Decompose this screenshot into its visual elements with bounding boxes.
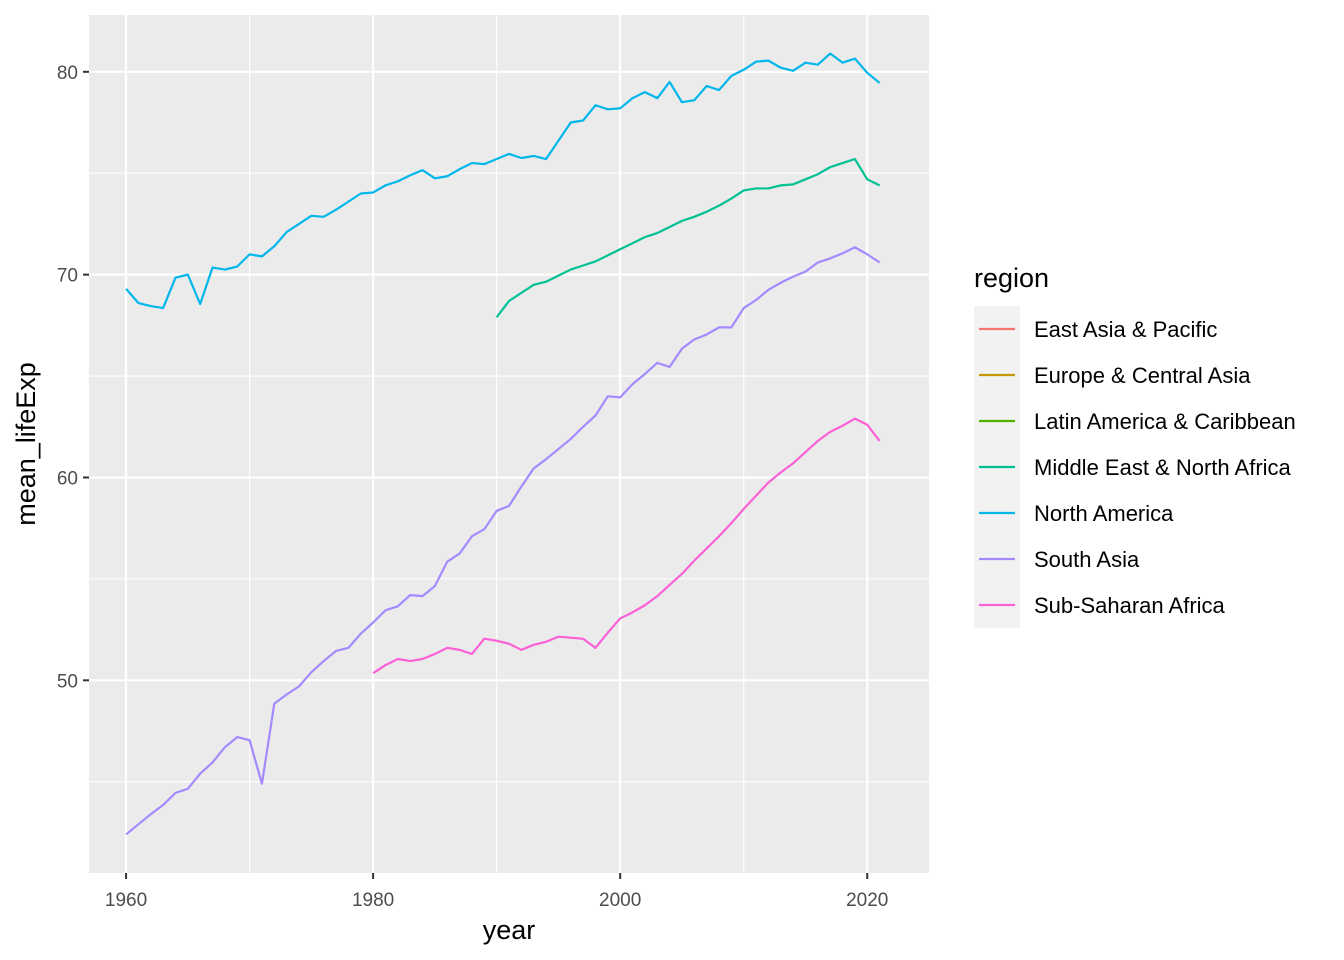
legend-label-europe-central-asia: Europe & Central Asia (1034, 363, 1251, 388)
y-axis-title: mean_lifeExp (11, 362, 41, 526)
legend: East Asia & Pacific Europe & Central Asia… (979, 317, 1296, 618)
legend-label-north-america: North America (1034, 501, 1174, 526)
y-axis: 50 60 70 80 (57, 63, 89, 692)
series-line-sub-saharan-africa (372, 417, 881, 675)
legend-label-south-asia: South Asia (1034, 547, 1140, 572)
legend-label-latin-america-caribbean: Latin America & Caribbean (1034, 409, 1296, 434)
series-lines (125, 52, 881, 836)
legend-label-east-asia-pacific: East Asia & Pacific (1034, 317, 1217, 342)
series-line-middle-east-north-africa (495, 157, 881, 318)
x-tick-label: 2020 (846, 890, 888, 911)
legend-label-sub-saharan-africa: Sub-Saharan Africa (1034, 593, 1226, 618)
series-line-south-asia (125, 246, 881, 836)
legend-title: region (974, 263, 1049, 293)
y-tick-label: 70 (57, 266, 78, 287)
x-axis: 1960 1980 2000 2020 (105, 873, 888, 911)
y-tick-label: 50 (57, 671, 78, 692)
panel-background (89, 15, 929, 873)
x-tick-label: 1980 (352, 890, 394, 911)
x-tick-label: 1960 (105, 890, 147, 911)
series-line-north-america (125, 52, 881, 310)
x-axis-title: year (483, 915, 536, 945)
x-tick-label: 2000 (599, 890, 641, 911)
y-tick-label: 60 (57, 468, 78, 489)
y-tick-label: 80 (57, 63, 78, 84)
major-gridlines (89, 15, 929, 873)
legend-label-middle-east-north-africa: Middle East & North Africa (1034, 455, 1292, 480)
